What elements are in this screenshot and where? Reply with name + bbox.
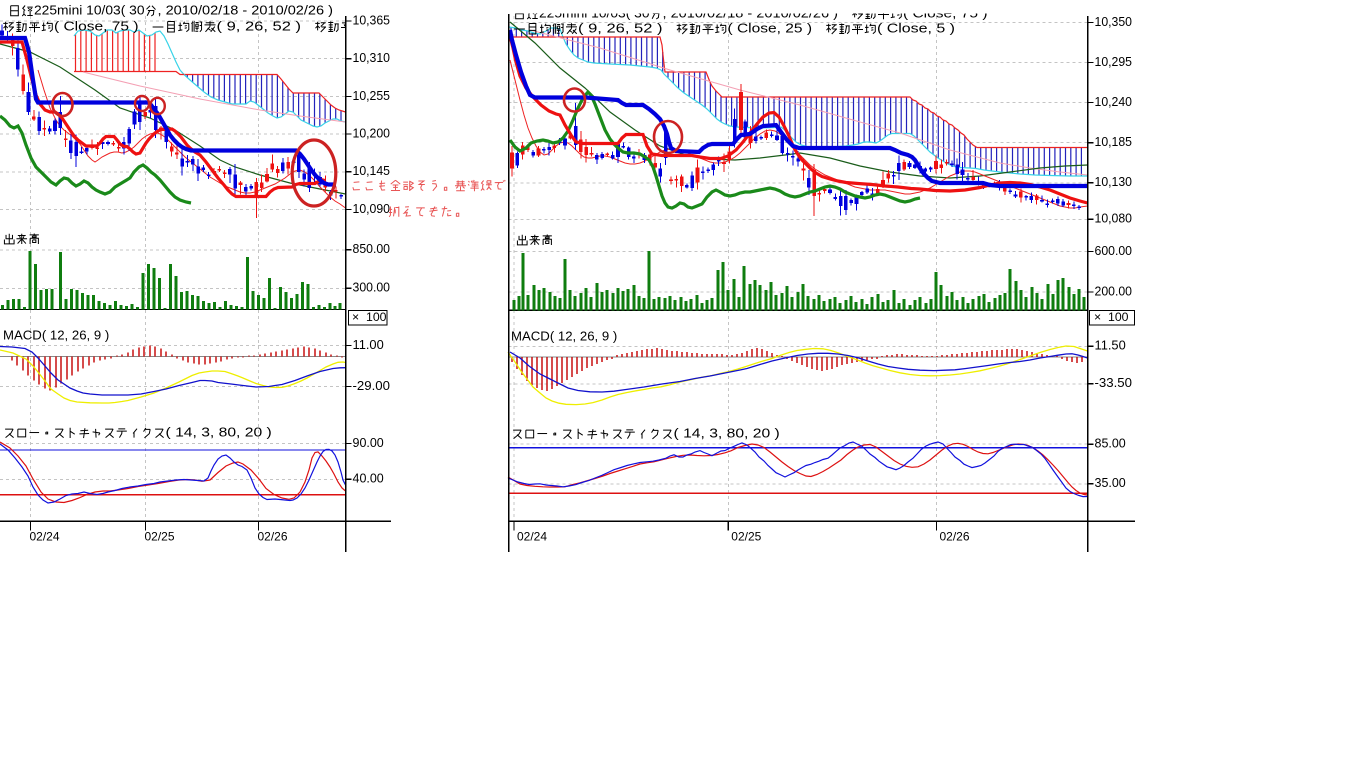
svg-text:MACD( 12, 26, 9 ): MACD( 12, 26, 9 ) [3, 328, 109, 342]
svg-text:35.00: 35.00 [1095, 476, 1126, 490]
svg-text:85.00: 85.00 [1095, 437, 1126, 451]
svg-text:225mini 10/03( 30: 225mini 10/03( 30 [34, 2, 145, 17]
svg-text:10,310: 10,310 [353, 51, 391, 65]
svg-text:, 2010/02/18 - 2010/02/26 ): , 2010/02/18 - 2010/02/26 ) [158, 2, 334, 17]
svg-text:10,240: 10,240 [1095, 95, 1133, 109]
svg-text:10,200: 10,200 [353, 126, 391, 140]
svg-text:( 14, 3, 80, 20 ): ( 14, 3, 80, 20 ) [674, 426, 780, 440]
svg-text:11.50: 11.50 [1095, 339, 1126, 353]
svg-text:MACD( 12, 26, 9 ): MACD( 12, 26, 9 ) [511, 329, 617, 343]
svg-text:10,145: 10,145 [353, 164, 391, 178]
svg-text:× 100: × 100 [1094, 312, 1129, 324]
svg-text:× 100: × 100 [352, 312, 387, 324]
svg-text:-29.00: -29.00 [353, 379, 391, 393]
svg-text:10,350: 10,350 [1095, 15, 1133, 29]
svg-text:10,255: 10,255 [353, 89, 391, 103]
svg-text:200.00: 200.00 [1095, 284, 1133, 298]
svg-text:02/26: 02/26 [258, 529, 288, 543]
svg-text:( 9, 26, 52 ): ( 9, 26, 52 ) [578, 20, 663, 35]
svg-text:( Close, 75 ): ( Close, 75 ) [54, 18, 139, 33]
svg-text:10,080: 10,080 [1095, 212, 1133, 226]
svg-text:300.00: 300.00 [353, 281, 391, 295]
svg-text:850.00: 850.00 [353, 242, 391, 256]
svg-text:10,130: 10,130 [1095, 175, 1133, 189]
svg-text:10,090: 10,090 [353, 202, 391, 216]
svg-text:40.00: 40.00 [353, 472, 384, 486]
svg-text:02/25: 02/25 [731, 529, 761, 543]
svg-text:( 14, 3, 80, 20 ): ( 14, 3, 80, 20 ) [166, 425, 272, 439]
svg-text:90.00: 90.00 [353, 436, 384, 450]
svg-text:02/24: 02/24 [30, 529, 60, 543]
svg-text:( 9, 26, 52 ): ( 9, 26, 52 ) [217, 18, 302, 33]
svg-text:02/26: 02/26 [940, 529, 970, 543]
svg-text:10,185: 10,185 [1095, 135, 1133, 149]
svg-text:02/25: 02/25 [145, 529, 175, 543]
svg-text:-33.50: -33.50 [1095, 376, 1133, 390]
svg-text:600.00: 600.00 [1095, 244, 1133, 258]
svg-text:02/24: 02/24 [517, 529, 547, 543]
svg-text:10,295: 10,295 [1095, 55, 1133, 69]
svg-text:( Close, 25 ): ( Close, 25 ) [728, 20, 813, 35]
svg-text:11.00: 11.00 [353, 338, 384, 352]
svg-text:( Close, 5 ): ( Close, 5 ) [877, 20, 955, 35]
svg-text:10,365: 10,365 [353, 13, 391, 27]
